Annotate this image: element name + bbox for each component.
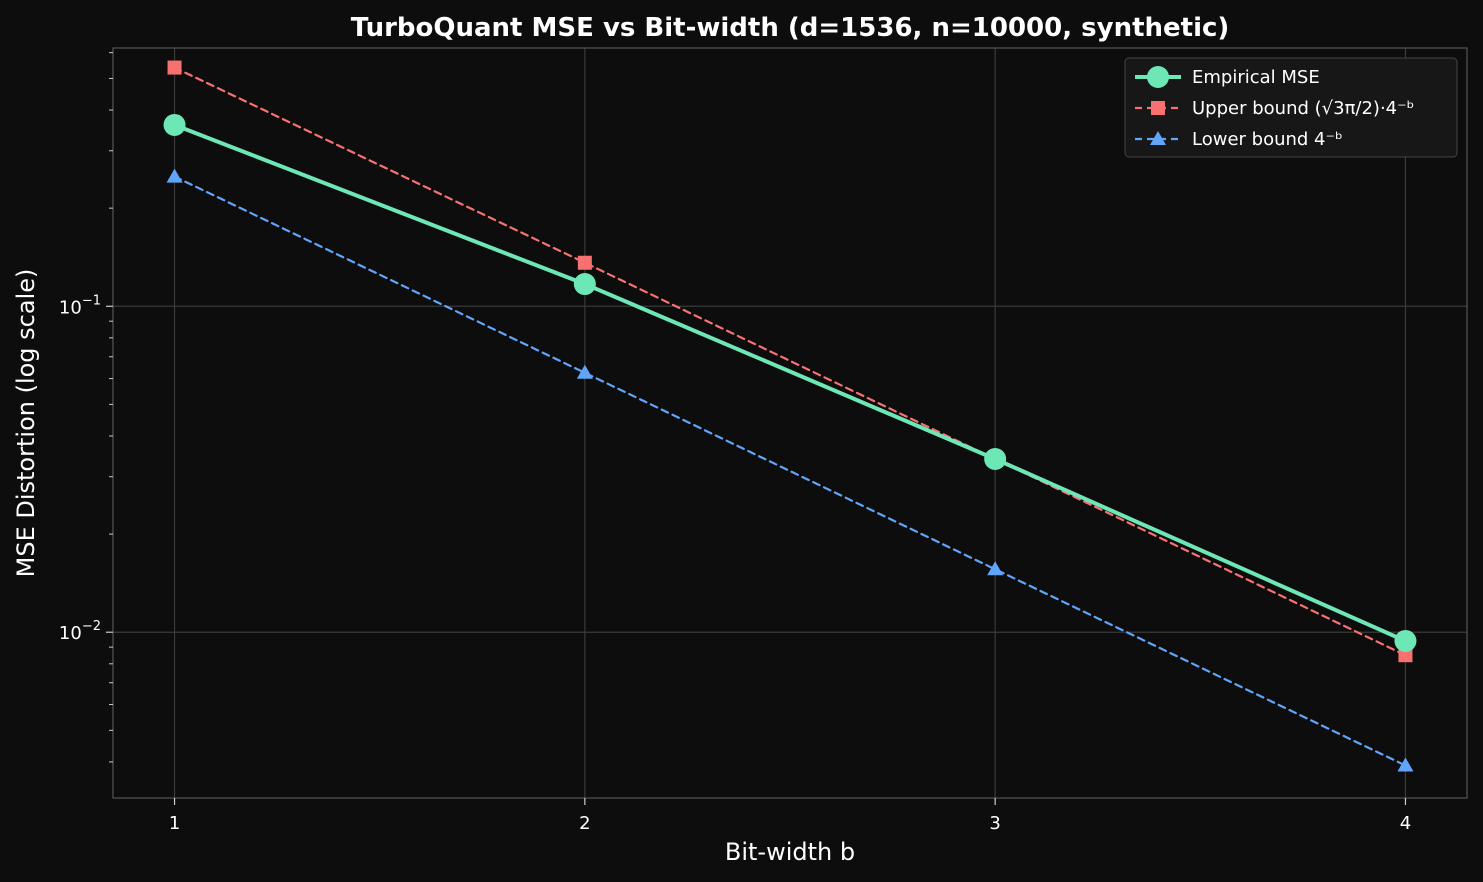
data-point-triangle bbox=[1150, 131, 1166, 145]
series-line bbox=[172, 122, 1408, 643]
data-point-square bbox=[1398, 648, 1413, 663]
legend: Empirical MSE Upper bound (√3π/2)·4⁻ᵇ Lowe… bbox=[1124, 57, 1458, 158]
series-circle bbox=[163, 113, 1417, 652]
grid-layer bbox=[113, 48, 1467, 798]
legend-item: Upper bound (√3π/2)·4⁻ᵇ bbox=[1135, 98, 1414, 119]
legend-item: Lower bound 4⁻ᵇ bbox=[1135, 129, 1343, 150]
y-tick-exponent: −1 bbox=[82, 293, 101, 308]
y-tick-exponent: −2 bbox=[82, 619, 101, 634]
legend-box bbox=[1124, 57, 1458, 158]
chart-title: TurboQuant MSE vs Bit-width (d=1536, n=1… bbox=[351, 13, 1230, 43]
y-tick-label: 10−1 bbox=[59, 293, 101, 318]
legend-label: Lower bound 4⁻ᵇ bbox=[1192, 129, 1343, 150]
data-point-square bbox=[167, 60, 182, 75]
data-point-circle bbox=[1394, 629, 1417, 652]
series-line bbox=[173, 175, 1407, 767]
y-tick-base: 10 bbox=[59, 297, 82, 318]
y-tick-label: 10−2 bbox=[59, 619, 101, 644]
data-point-circle bbox=[163, 113, 186, 136]
x-tick-label: 3 bbox=[989, 813, 1000, 834]
series-line bbox=[173, 66, 1407, 657]
x-tick-label: 4 bbox=[1400, 813, 1411, 834]
data-point-circle bbox=[984, 447, 1007, 470]
series-layer bbox=[163, 60, 1417, 772]
x-tick-label: 1 bbox=[169, 813, 180, 834]
data-point-triangle bbox=[1397, 757, 1414, 772]
tick-layer: 1 2 3 410−110−2 bbox=[59, 52, 1411, 834]
series-triangle bbox=[166, 168, 1414, 772]
legend-label: Empirical MSE bbox=[1192, 67, 1320, 88]
data-point-circle bbox=[573, 273, 596, 296]
y-tick-base: 10 bbox=[59, 623, 82, 644]
data-point-triangle bbox=[987, 561, 1004, 576]
y-axis-label: MSE Distortion (log scale) bbox=[12, 269, 40, 578]
data-point-square bbox=[1151, 101, 1165, 115]
data-point-triangle bbox=[576, 364, 593, 379]
legend-label: Upper bound (√3π/2)·4⁻ᵇ bbox=[1192, 98, 1414, 119]
data-point-triangle bbox=[166, 168, 183, 183]
data-point-circle bbox=[1147, 66, 1169, 88]
data-point-square bbox=[577, 255, 592, 270]
x-axis-label: Bit-width b bbox=[725, 838, 855, 866]
plot-frame bbox=[112, 47, 1468, 799]
x-tick-label: 2 bbox=[579, 813, 590, 834]
legend-item: Empirical MSE bbox=[1135, 66, 1320, 88]
